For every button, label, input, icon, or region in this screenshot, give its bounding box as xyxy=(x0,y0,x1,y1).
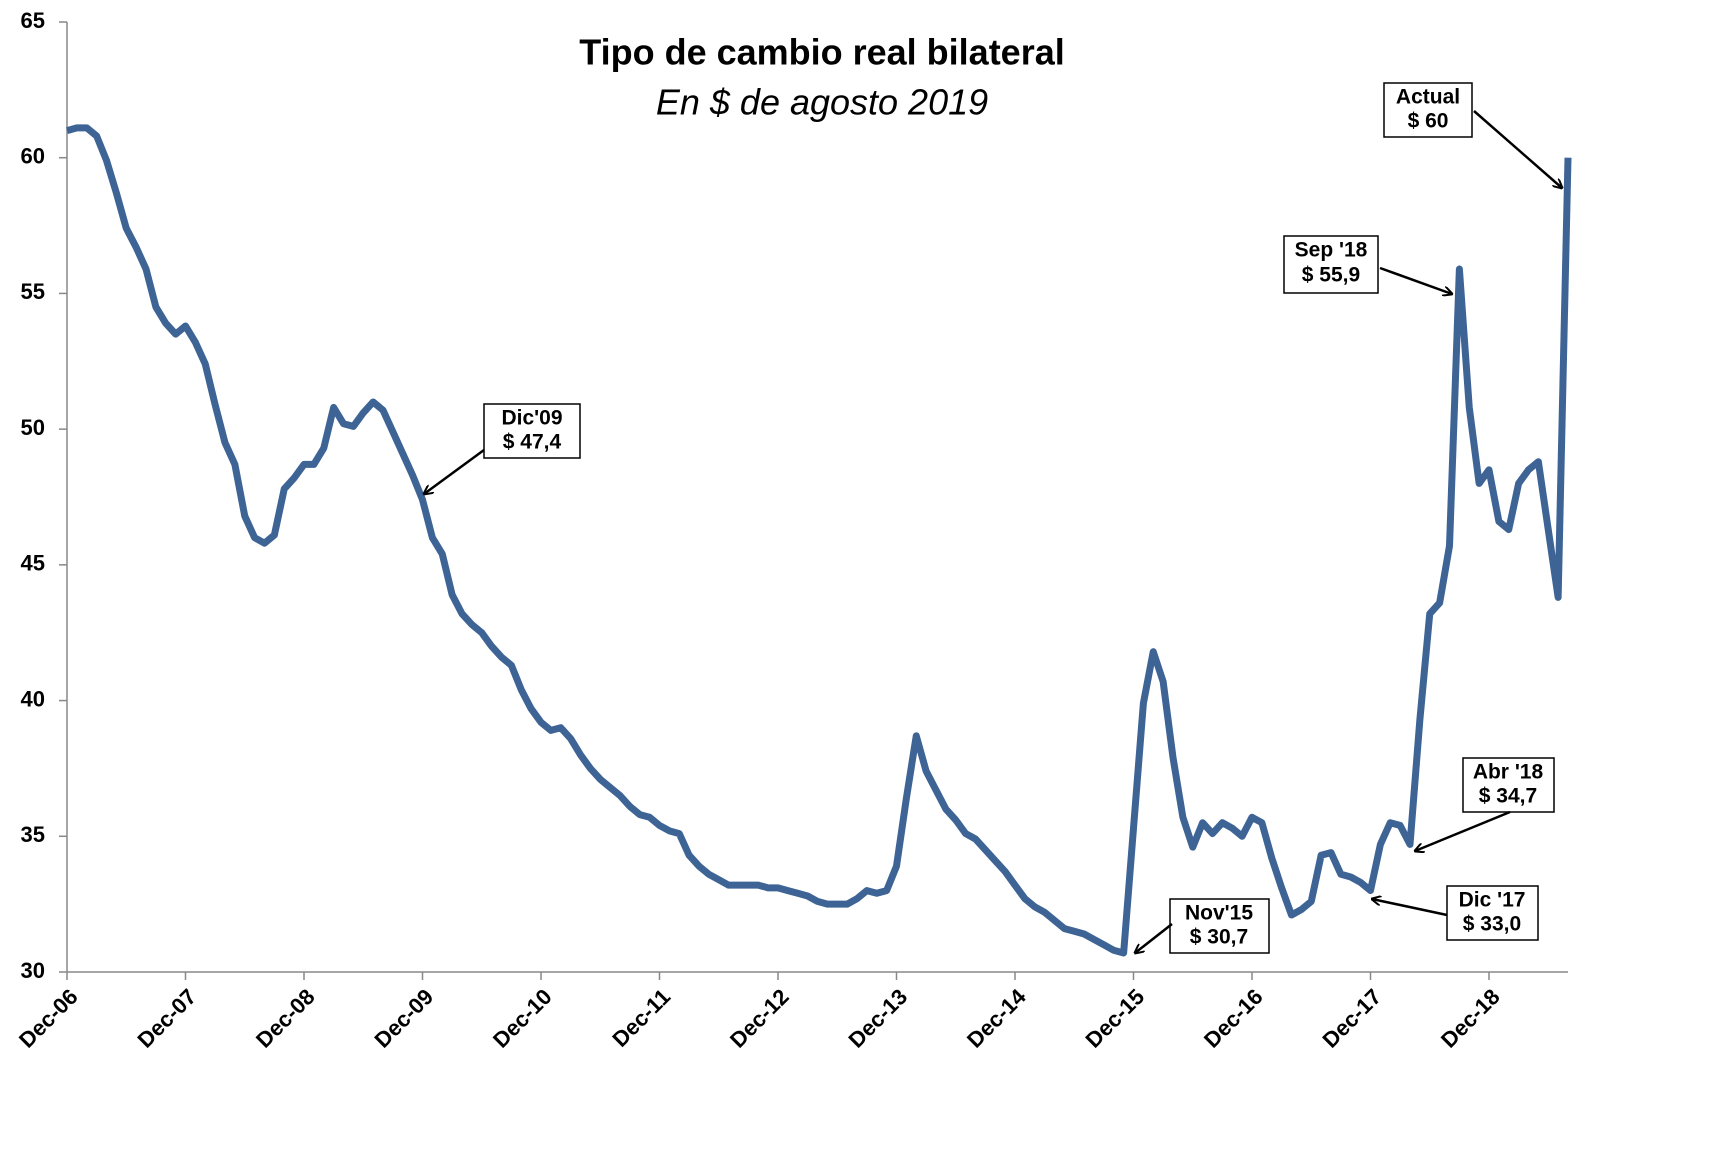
annotation-box xyxy=(1383,82,1473,138)
y-tick-label: 50 xyxy=(21,415,45,440)
chart-title: Tipo de cambio real bilateral xyxy=(579,32,1065,73)
annotation: Dic '17 $ 33,0 xyxy=(1372,885,1539,941)
y-tick-label: 60 xyxy=(21,144,45,169)
annotation-arrow xyxy=(1379,266,1452,294)
annotation-box xyxy=(483,403,581,459)
annotation-text: Dic'09 xyxy=(501,407,562,430)
annotation-text: $ 30,7 xyxy=(1190,926,1248,949)
x-tick-label: Dec-11 xyxy=(607,984,675,1052)
annotation: Dic'09 $ 47,4 xyxy=(424,403,581,494)
annotation-text: $ 33,0 xyxy=(1463,913,1521,936)
x-tick-label: Dec-10 xyxy=(488,984,557,1053)
y-tick-label: 45 xyxy=(21,551,45,576)
annotation-arrow xyxy=(1473,110,1562,188)
annotation-arrow xyxy=(1135,923,1173,953)
annotation-box xyxy=(1169,898,1270,954)
x-tick-label: Dec-08 xyxy=(251,984,320,1053)
annotation: Nov'15 $ 30,7 xyxy=(1135,898,1270,954)
annotation-box xyxy=(1283,235,1379,294)
x-tick-label: Dec-12 xyxy=(725,984,794,1053)
annotation-text: $ 55,9 xyxy=(1302,264,1360,287)
annotation-box xyxy=(1462,757,1555,813)
annotation-text: $ 34,7 xyxy=(1479,785,1537,808)
x-tick-label: Dec-14 xyxy=(962,983,1031,1052)
x-tick-label: Dec-13 xyxy=(843,984,912,1053)
y-tick-label: 40 xyxy=(21,686,45,711)
x-tick-label: Dec-17 xyxy=(1317,984,1386,1053)
annotation: Abr '18 $ 34,7 xyxy=(1415,757,1555,851)
annotation: Actual $ 60 xyxy=(1383,82,1562,188)
y-tick-label: 30 xyxy=(21,958,45,983)
annotation-arrow xyxy=(1372,899,1448,917)
x-tick-label: Dec-16 xyxy=(1199,984,1268,1053)
y-tick-label: 35 xyxy=(21,822,45,847)
y-tick-label: 65 xyxy=(21,8,45,33)
x-tick-label: Dec-15 xyxy=(1080,984,1149,1053)
annotation-text: $ 47,4 xyxy=(503,431,562,454)
annotation-text: Sep '18 xyxy=(1295,239,1368,262)
annotation-arrow xyxy=(424,448,485,494)
annotation: Sep '18 $ 55,9 xyxy=(1283,235,1452,294)
annotation-text: Actual xyxy=(1396,86,1460,109)
x-tick-label: Dec-18 xyxy=(1436,984,1505,1053)
x-tick-label: Dec-09 xyxy=(369,984,438,1053)
chart-subtitle: En $ de agosto 2019 xyxy=(656,82,988,123)
annotation-text: Dic '17 xyxy=(1459,889,1526,912)
annotation-text: Nov'15 xyxy=(1185,902,1253,925)
annotation-arrow xyxy=(1415,810,1511,851)
annotation-box xyxy=(1446,885,1539,941)
annotation-text: Abr '18 xyxy=(1473,761,1544,784)
y-tick-label: 55 xyxy=(21,279,45,304)
plot: 30 35 40 45 50 55 60 65 Dec-06 Dec-07 Dec-08 Dec-09… xyxy=(14,8,1572,1053)
x-tick-label: Dec-06 xyxy=(14,984,83,1053)
series-line xyxy=(66,124,1572,957)
annotation-text: $ 60 xyxy=(1408,110,1449,133)
x-tick-label: Dec-07 xyxy=(132,984,201,1053)
